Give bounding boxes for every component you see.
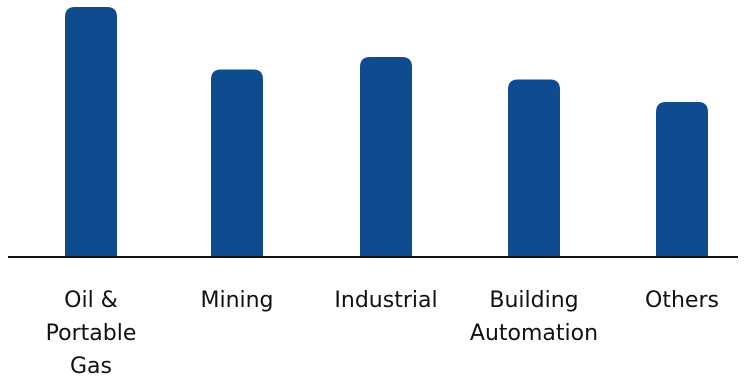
category-label-line: Oil & (64, 288, 118, 313)
category-label-line: Automation (470, 321, 598, 346)
category-label-3: Building Automation (470, 288, 598, 346)
bar-3 (508, 79, 560, 257)
category-label-0: Oil & Portable Gas (46, 288, 137, 379)
bar-1 (211, 69, 263, 257)
category-label-line: Gas (70, 354, 112, 379)
category-label-line: Mining (200, 288, 273, 313)
bars-group (65, 7, 708, 257)
bar-2 (360, 57, 412, 257)
category-labels-group: Oil & Portable Gas Mining Industrial Building… (46, 288, 719, 379)
bar-4 (656, 102, 708, 257)
category-label-line: Building (489, 288, 578, 313)
category-label-4: Others (645, 288, 719, 313)
bar-0 (65, 7, 117, 257)
category-label-2: Industrial (334, 288, 437, 313)
category-label-line: Industrial (334, 288, 437, 313)
category-label-line: Portable (46, 321, 137, 346)
category-label-line: Others (645, 288, 719, 313)
category-label-1: Mining (200, 288, 273, 313)
